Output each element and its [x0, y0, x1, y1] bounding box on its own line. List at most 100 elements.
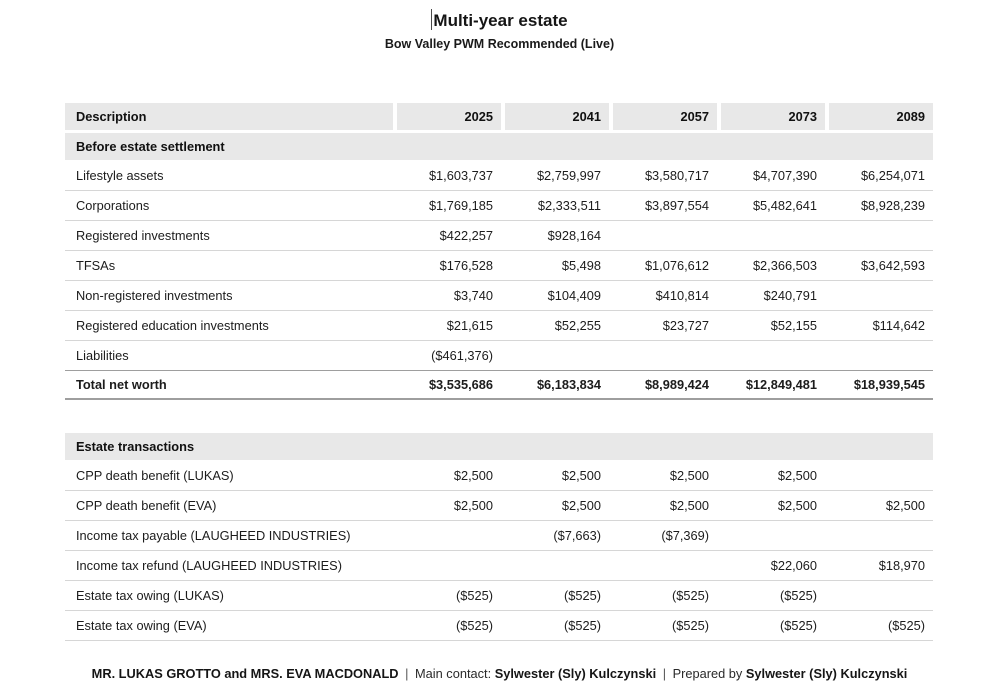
cell-value: $928,164: [547, 228, 601, 243]
cell-value: ($525): [780, 618, 817, 633]
cell-value: $2,500: [453, 498, 493, 513]
cell-value: $2,759,997: [536, 168, 601, 183]
page-subtitle: Bow Valley PWM Recommended (Live): [384, 37, 615, 51]
cell-value: ($525): [564, 618, 601, 633]
footer-prepared-by-name: Sylwester (Sly) Kulczynski: [745, 666, 908, 681]
cell-value: $1,769,185: [428, 198, 493, 213]
footer-separator: |: [662, 666, 667, 681]
table-row: Estate tax owing (LUKAS) ($525) ($525) (…: [65, 581, 933, 611]
cell-value: ($7,369): [661, 528, 709, 543]
table-row: Corporations $1,769,185 $2,333,511 $3,89…: [65, 191, 933, 221]
cell-value: $3,740: [453, 288, 493, 303]
cell-value: ($525): [672, 588, 709, 603]
column-header-2041: 2041: [505, 103, 609, 130]
cell-value: $1,076,612: [644, 258, 709, 273]
cell-value: $12,849,481: [745, 377, 817, 392]
cell-value: $3,535,686: [428, 377, 493, 392]
cell-value: $2,500: [777, 498, 817, 513]
cell-value: $18,939,545: [853, 377, 925, 392]
page-title[interactable]: Multi-year estate: [433, 11, 568, 30]
cell-value: ($525): [780, 588, 817, 603]
footer-prepared-by-label: Prepared by: [672, 666, 743, 681]
cell-value: $52,255: [554, 318, 601, 333]
cell-value: ($525): [672, 618, 709, 633]
cell-value: ($525): [456, 588, 493, 603]
cell-value: $5,482,641: [752, 198, 817, 213]
row-label: Income tax refund (LAUGHEED INDUSTRIES): [76, 558, 342, 573]
section-header-estate-transactions: Estate transactions: [65, 433, 933, 461]
cell-value: $2,366,503: [752, 258, 817, 273]
column-header-2057: 2057: [613, 103, 717, 130]
table-header-row: Description 2025 2041 2057 2073 2089: [65, 103, 933, 130]
footer-separator: |: [405, 666, 409, 681]
row-label: Liabilities: [76, 348, 129, 363]
cell-value: $6,254,071: [860, 168, 925, 183]
section-header-before-estate-settlement: Before estate settlement: [65, 133, 933, 161]
cell-value: ($525): [456, 618, 493, 633]
cell-value: $8,928,239: [860, 198, 925, 213]
table-row: Liabilities ($461,376): [65, 341, 933, 371]
text-caret: [431, 9, 433, 30]
report-body: Description 2025 2041 2057 2073 2089 Bef…: [65, 103, 933, 641]
cell-value: $2,500: [669, 468, 709, 483]
cell-value: $8,989,424: [644, 377, 709, 392]
table-row: Non-registered investments $3,740 $104,4…: [65, 281, 933, 311]
table-spacer: [65, 400, 933, 433]
table-row: Income tax refund (LAUGHEED INDUSTRIES) …: [65, 551, 933, 581]
row-label: Registered investments: [76, 228, 210, 243]
cell-value: ($461,376): [431, 348, 493, 363]
footer-client-names: MR. LUKAS GROTTO and MRS. EVA MACDONALD: [91, 666, 399, 681]
cell-value: $6,183,834: [536, 377, 601, 392]
cell-value: $18,970: [878, 558, 925, 573]
table-row: Income tax payable (LAUGHEED INDUSTRIES)…: [65, 521, 933, 551]
cell-value: $3,897,554: [644, 198, 709, 213]
row-label: Estate tax owing (LUKAS): [76, 588, 224, 603]
footer-main-contact-name: Sylwester (Sly) Kulczynski: [494, 666, 657, 681]
cell-value: $176,528: [439, 258, 493, 273]
row-label: Registered education investments: [76, 318, 269, 333]
table-row: Lifestyle assets $1,603,737 $2,759,997 $…: [65, 161, 933, 191]
row-label: Income tax payable (LAUGHEED INDUSTRIES): [76, 528, 351, 543]
cell-value: ($525): [564, 588, 601, 603]
cell-value: $23,727: [662, 318, 709, 333]
table-row: Estate tax owing (EVA) ($525) ($525) ($5…: [65, 611, 933, 641]
document-header: Multi-year estate Bow Valley PWM Recomme…: [0, 9, 999, 51]
cell-value: $2,500: [669, 498, 709, 513]
table-row-total-net-worth: Total net worth $3,535,686 $6,183,834 $8…: [65, 370, 933, 400]
row-label: Non-registered investments: [76, 288, 233, 303]
table-row: TFSAs $176,528 $5,498 $1,076,612 $2,366,…: [65, 251, 933, 281]
cell-value: $3,642,593: [860, 258, 925, 273]
row-label: Corporations: [76, 198, 150, 213]
row-label: Total net worth: [76, 377, 167, 392]
cell-value: $2,500: [885, 498, 925, 513]
cell-value: $422,257: [439, 228, 493, 243]
cell-value: ($7,663): [553, 528, 601, 543]
column-header-2025: 2025: [397, 103, 501, 130]
footer-main-contact-label: Main contact:: [415, 666, 492, 681]
row-label: CPP death benefit (EVA): [76, 498, 217, 513]
cell-value: $4,707,390: [752, 168, 817, 183]
cell-value: $114,642: [872, 318, 925, 333]
cell-value: $410,814: [655, 288, 709, 303]
row-label: Lifestyle assets: [76, 168, 164, 183]
cell-value: $2,500: [453, 468, 493, 483]
cell-value: $2,500: [561, 498, 601, 513]
cell-value: $1,603,737: [428, 168, 493, 183]
cell-value: $22,060: [770, 558, 817, 573]
row-label: Estate tax owing (EVA): [76, 618, 207, 633]
cell-value: $5,498: [561, 258, 601, 273]
report-footer: MR. LUKAS GROTTO and MRS. EVA MACDONALD …: [0, 666, 999, 681]
cell-value: ($525): [888, 618, 925, 633]
cell-value: $2,500: [777, 468, 817, 483]
cell-value: $240,791: [763, 288, 817, 303]
cell-value: $52,155: [770, 318, 817, 333]
table-row: Registered investments $422,257 $928,164: [65, 221, 933, 251]
column-header-2089: 2089: [829, 103, 933, 130]
table-row: CPP death benefit (EVA) $2,500 $2,500 $2…: [65, 491, 933, 521]
cell-value: $21,615: [446, 318, 493, 333]
cell-value: $3,580,717: [644, 168, 709, 183]
cell-value: $2,500: [561, 468, 601, 483]
cell-value: $2,333,511: [537, 198, 601, 213]
row-label: CPP death benefit (LUKAS): [76, 468, 234, 483]
column-header-2073: 2073: [721, 103, 825, 130]
